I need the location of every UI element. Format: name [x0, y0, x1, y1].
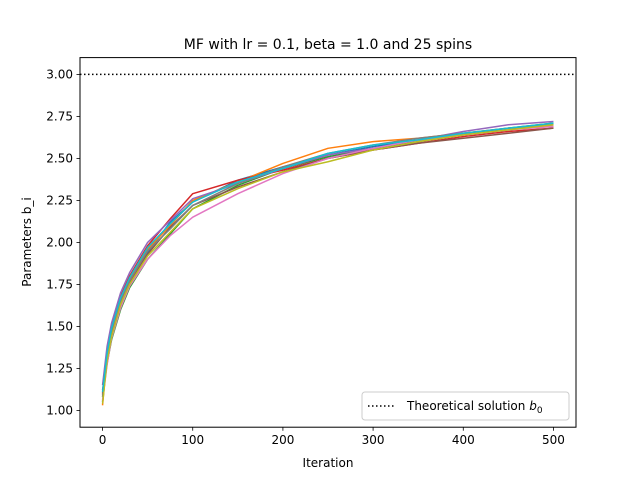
legend: Theoretical solution b0: [361, 391, 570, 421]
x-tick-label: 200: [271, 433, 294, 447]
x-tick-label: 300: [362, 433, 385, 447]
y-tick-label: 1.25: [46, 362, 73, 376]
series-line-10: [101, 122, 554, 393]
y-axis-label: Parameters b_i: [20, 197, 34, 286]
y-tick-label: 1.50: [46, 320, 73, 334]
legend-subscript: 0: [537, 406, 543, 416]
y-tick-label: 2.25: [46, 194, 73, 208]
series-layer: [101, 120, 554, 406]
legend-box: [361, 391, 570, 421]
y-tick-label: 1.00: [46, 404, 73, 418]
series-line-9: [101, 124, 554, 404]
y-tick-label: 3.00: [46, 68, 73, 82]
y-axis: 1.00 1.25 1.50 1.75 2.00 2.25 2.50 2.75 3.00: [46, 68, 80, 418]
series-line-3: [101, 122, 554, 398]
legend-entry: Theoretical solution b0: [406, 399, 543, 416]
x-tick-label: 400: [452, 433, 475, 447]
legend-label: Theoretical solution: [406, 399, 529, 413]
series-line-6: [101, 127, 554, 391]
series-line-8: [101, 124, 554, 396]
series-line-4: [101, 127, 554, 394]
y-tick-label: 2.50: [46, 152, 73, 166]
y-tick-label: 2.00: [46, 236, 73, 250]
x-tick-label: 100: [181, 433, 204, 447]
x-axis: 0 100 200 300 400 500: [99, 427, 565, 447]
y-tick-label: 2.75: [46, 110, 73, 124]
series-line-1: [101, 124, 554, 403]
series-line-7: [101, 125, 554, 401]
x-tick-label: 500: [542, 433, 565, 447]
x-tick-label: 0: [99, 433, 107, 447]
y-tick-label: 1.75: [46, 278, 73, 292]
legend-symbol: b: [529, 399, 537, 413]
x-axis-label: Iteration: [303, 456, 354, 470]
series-line-2: [101, 125, 554, 406]
chart-title: MF with lr = 0.1, beta = 1.0 and 25 spin…: [184, 37, 472, 53]
